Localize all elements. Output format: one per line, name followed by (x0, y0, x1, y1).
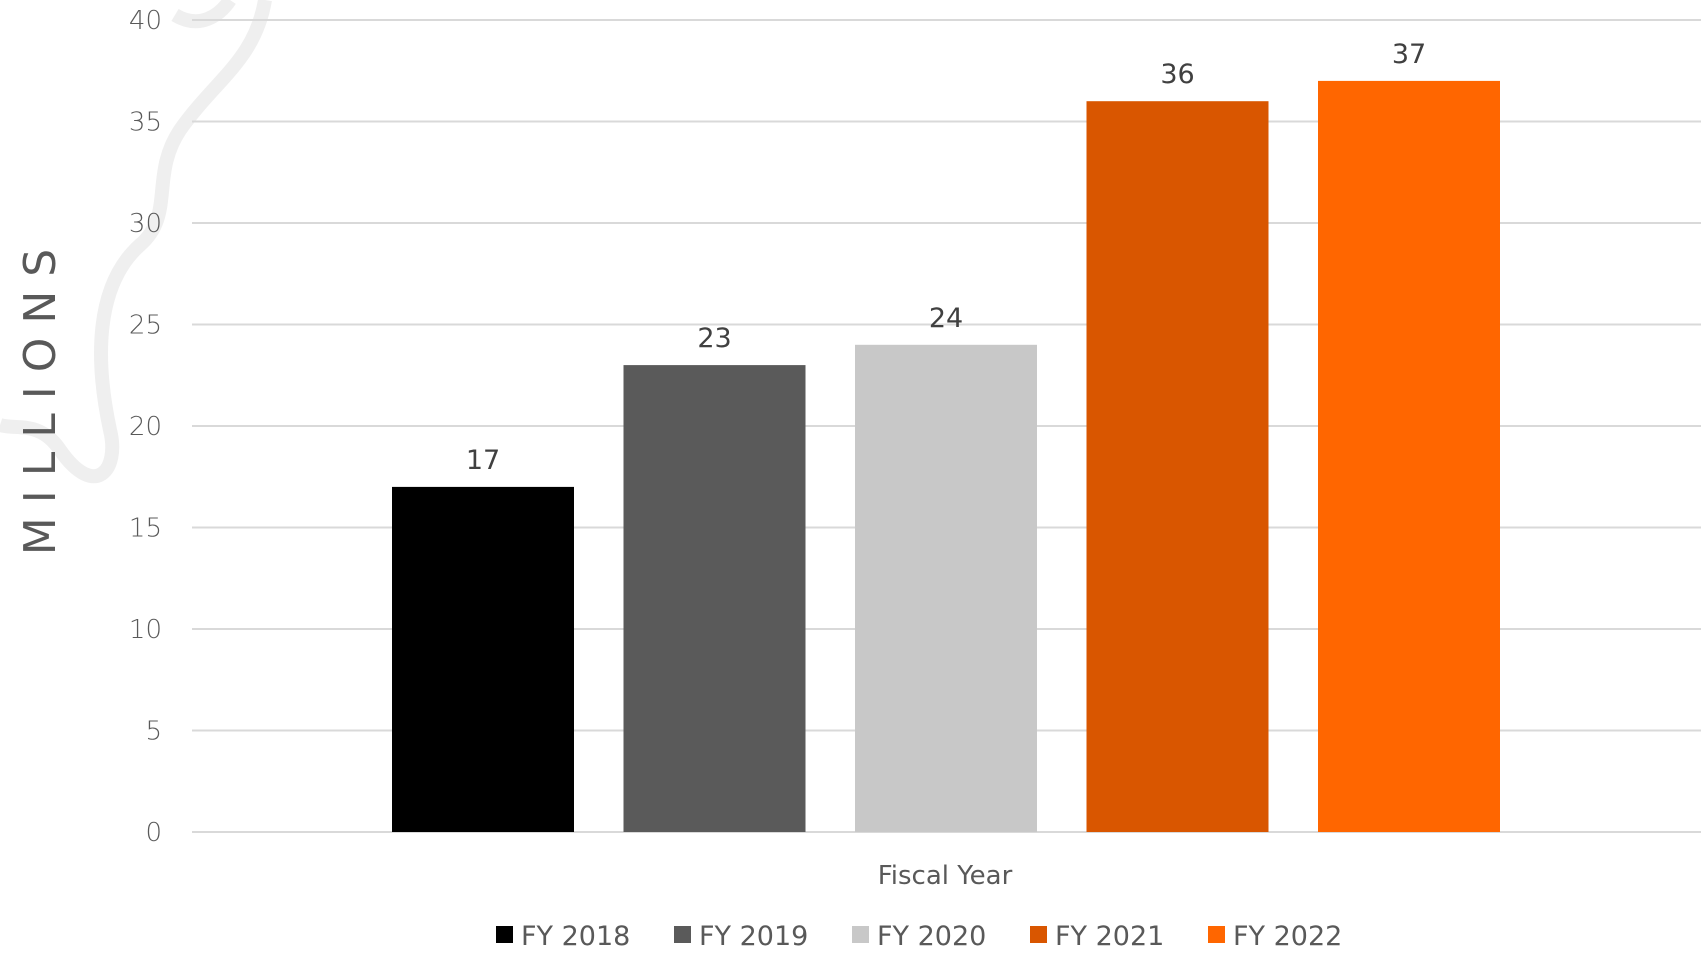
data-label: 37 (1392, 39, 1426, 70)
legend: FY 2018 FY 2019 FY 2020 FY 2021 FY 2022 (496, 921, 1342, 952)
bar-fy-2021 (1086, 101, 1269, 832)
x-axis-title: Fiscal Year (878, 861, 1013, 891)
legend-swatch (674, 926, 691, 943)
legend-label: FY 2018 (521, 921, 630, 950)
legend-swatch (1208, 926, 1225, 943)
y-axis-ticks: 0 5 10 15 20 25 30 35 40 (129, 6, 162, 848)
y-tick-label: 0 (145, 818, 162, 848)
bars (392, 80, 1500, 832)
bar-fy-2018 (392, 486, 574, 832)
legend-swatch (1030, 926, 1047, 943)
legend-swatch (852, 926, 869, 943)
legend-item: FY 2018 (496, 921, 630, 952)
y-axis-title: MILLIONS (15, 235, 66, 555)
watermark-logo (0, 0, 272, 483)
y-tick-label: 5 (145, 717, 162, 747)
bar-fy-2019 (623, 365, 806, 832)
legend-label: FY 2021 (1055, 921, 1164, 950)
bar-fy-2020 (855, 344, 1037, 832)
legend-label: FY 2019 (699, 921, 808, 950)
legend-label: FY 2022 (1233, 921, 1342, 950)
legend-item: FY 2019 (674, 921, 808, 952)
legend-item: FY 2022 (1208, 921, 1342, 952)
legend-item: FY 2021 (1030, 921, 1164, 952)
legend-item: FY 2020 (852, 921, 986, 952)
y-tick-label: 15 (129, 514, 162, 544)
legend-label: FY 2020 (877, 921, 986, 950)
data-labels: 17 23 24 36 37 (466, 39, 1426, 476)
y-tick-label: 30 (129, 209, 162, 239)
y-tick-label: 40 (129, 6, 162, 36)
data-label: 17 (466, 445, 500, 476)
data-label: 23 (697, 323, 731, 354)
bar-fy-2022 (1318, 80, 1500, 832)
y-tick-label: 10 (129, 615, 162, 645)
y-tick-label: 35 (129, 108, 162, 138)
y-tick-label: 20 (129, 412, 162, 442)
y-tick-label: 25 (129, 311, 162, 341)
data-label: 36 (1160, 59, 1194, 90)
data-label: 24 (929, 303, 963, 334)
legend-swatch (496, 926, 513, 943)
